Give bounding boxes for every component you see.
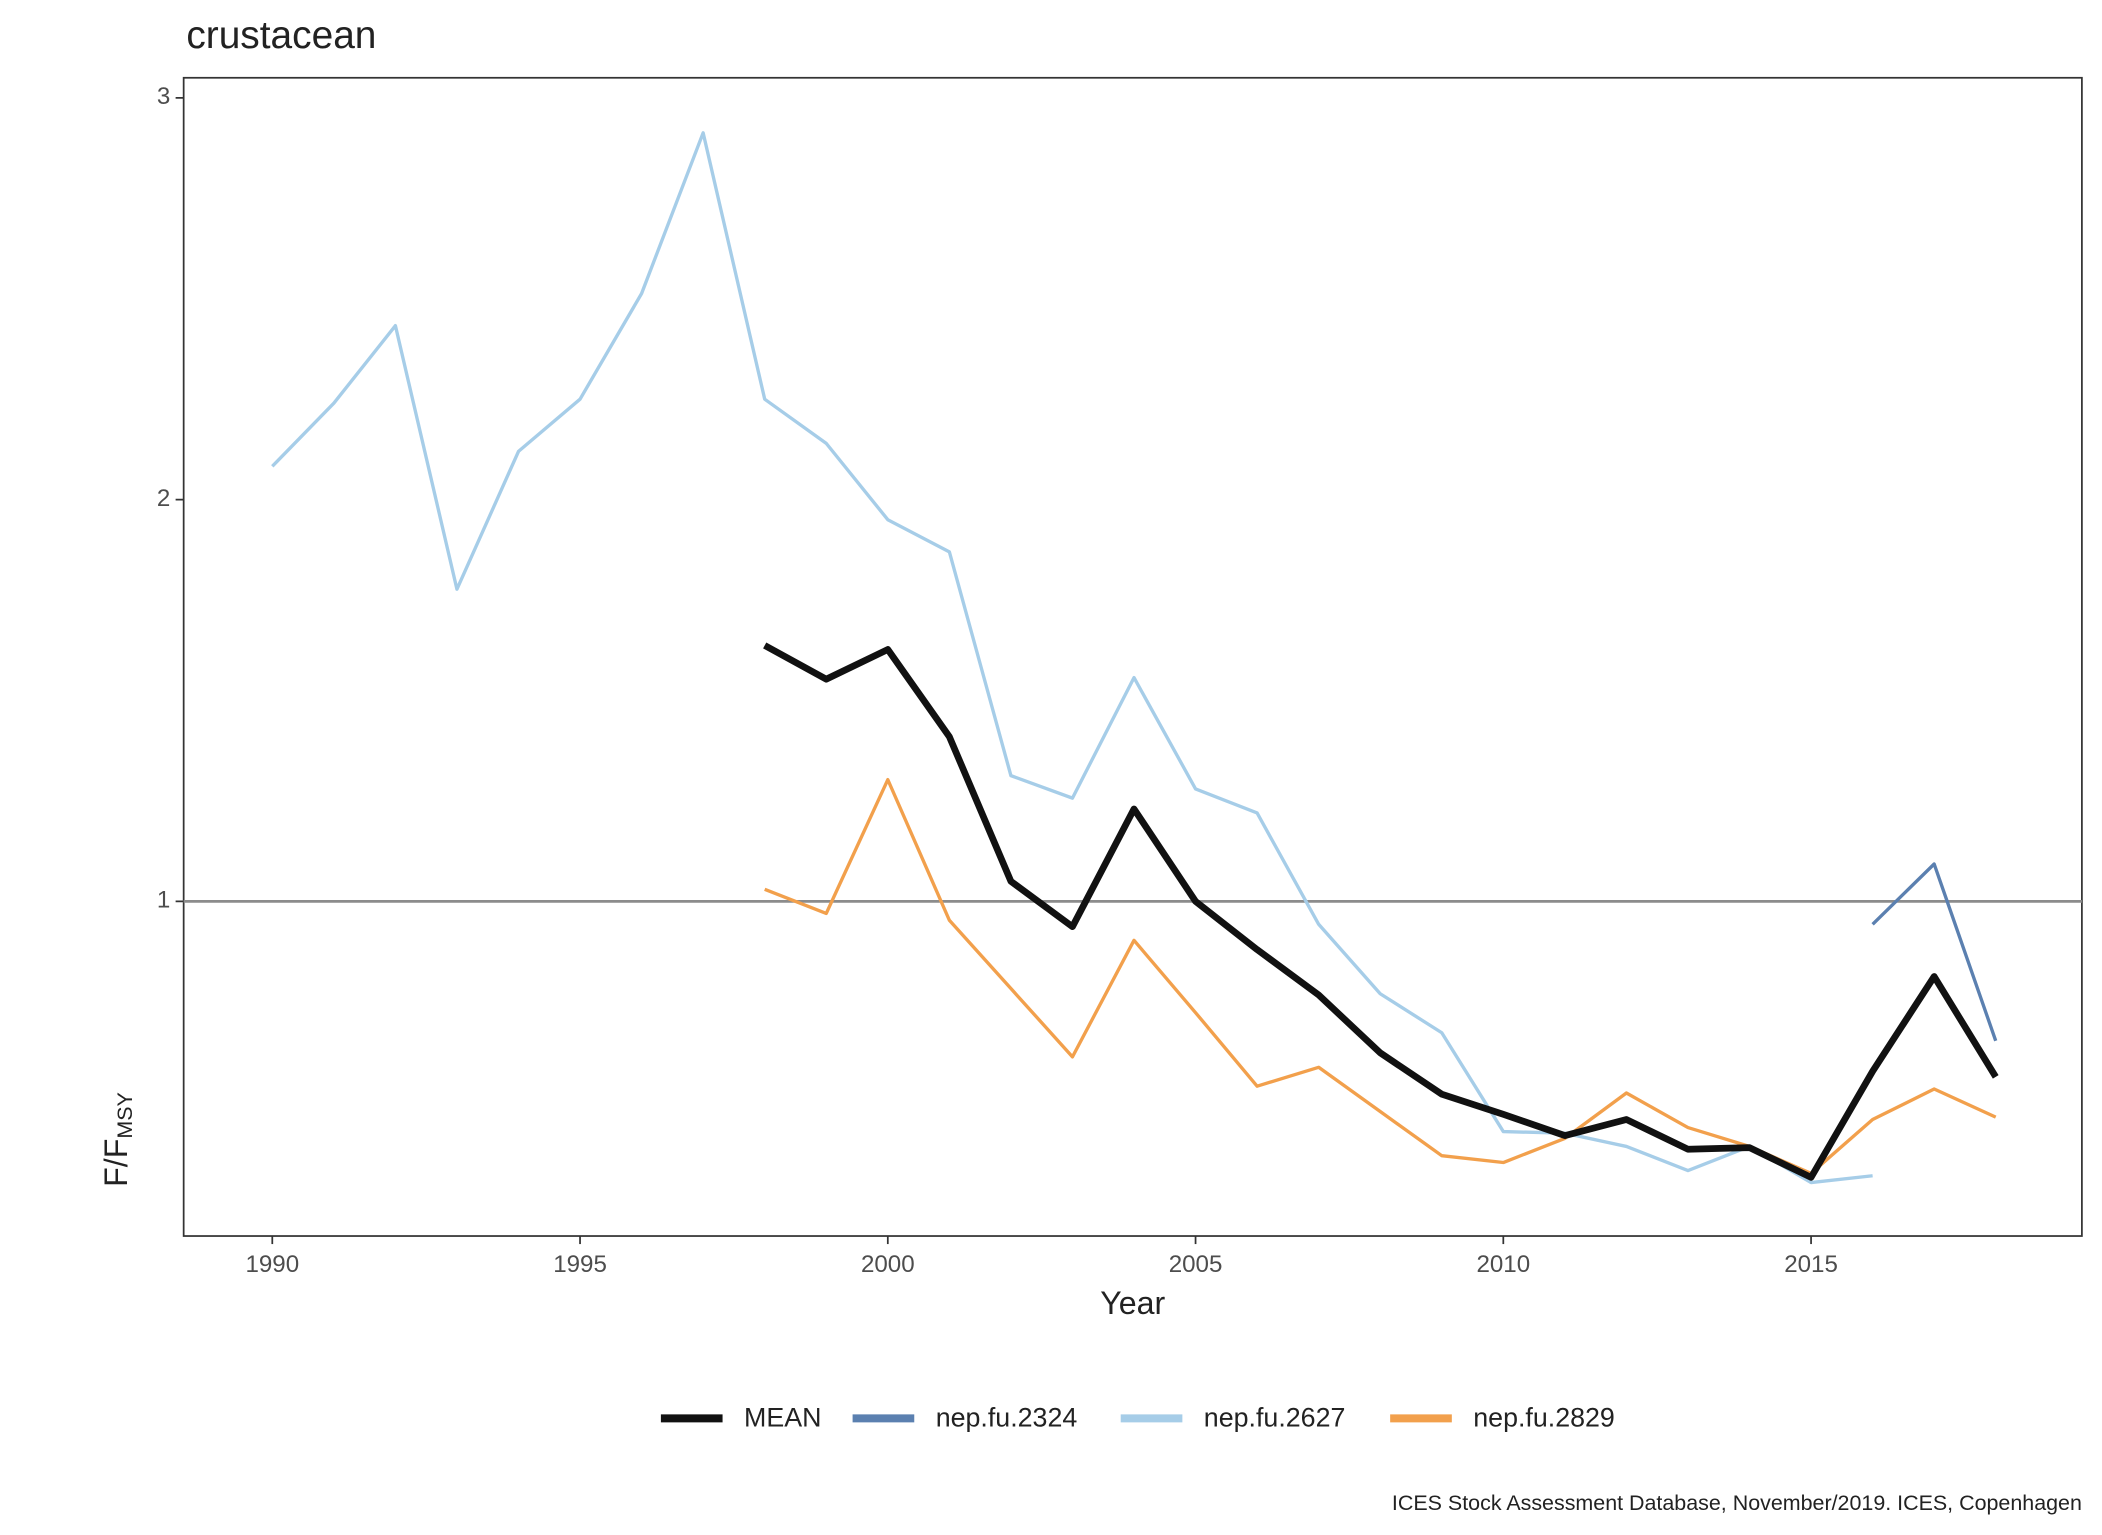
legend-label: nep.fu.2324: [936, 1403, 1078, 1433]
y-axis-title-main: F/F: [97, 1139, 133, 1187]
y-axis-title: F/FMSY: [97, 1092, 136, 1187]
x-tick-label: 1995: [553, 1251, 607, 1278]
y-tick-label: 2: [157, 485, 170, 512]
y-axis-title-sub: MSY: [113, 1092, 137, 1138]
series-line: [763, 642, 1999, 1181]
series-line: [764, 777, 1997, 1176]
x-tick-label: 2000: [861, 1251, 915, 1278]
x-tick-label: 2010: [1476, 1251, 1530, 1278]
legend-label: nep.fu.2829: [1473, 1403, 1615, 1433]
x-tick-label: 2005: [1169, 1251, 1223, 1278]
plot-panel: [182, 76, 2083, 1237]
series-line: [271, 131, 1873, 1185]
legend-label: nep.fu.2627: [1204, 1403, 1346, 1433]
y-tick-label: 1: [157, 887, 170, 914]
series-line: [1871, 862, 1998, 1042]
x-tick-label: 2015: [1784, 1251, 1838, 1278]
x-tick-label: 1990: [245, 1251, 299, 1278]
caption: ICES Stock Assessment Database, November…: [1392, 1491, 2082, 1515]
x-axis-title: Year: [1100, 1285, 1165, 1321]
legend-label: MEAN: [744, 1403, 821, 1433]
chart-title: crustacean: [186, 14, 376, 57]
y-tick-label: 3: [157, 83, 170, 110]
